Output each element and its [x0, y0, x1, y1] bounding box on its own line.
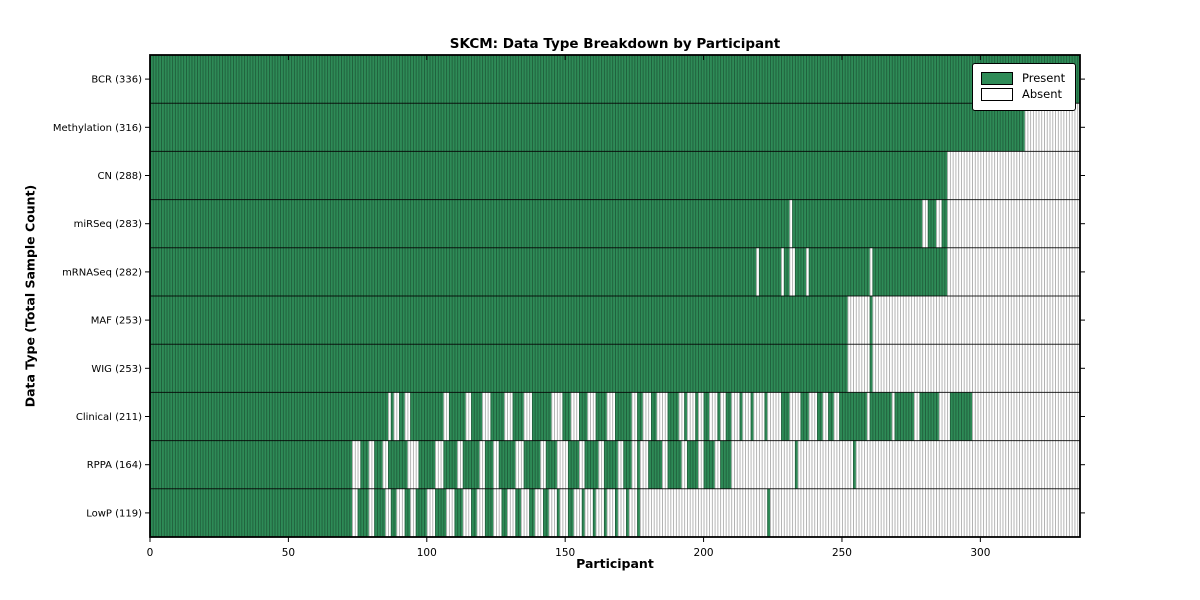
y-tick-label: MAF (253) — [91, 316, 142, 327]
y-tick-label: BCR (336) — [91, 75, 142, 86]
legend-item-present: Present — [981, 72, 1067, 85]
y-tick-label: CN (288) — [97, 171, 142, 182]
legend-absent-label: Absent — [1022, 86, 1063, 101]
legend-present-swatch — [981, 72, 1013, 85]
legend: Present Absent — [972, 63, 1076, 111]
plot-border — [149, 54, 1081, 538]
x-tick-label: 250 — [832, 547, 852, 559]
y-tick-label: RPPA (164) — [87, 460, 142, 471]
x-tick-label: 200 — [694, 547, 714, 559]
x-tick-label: 0 — [147, 547, 154, 559]
y-tick-label: Methylation (316) — [53, 123, 142, 134]
y-tick-label: LowP (119) — [86, 508, 142, 519]
x-tick-label: 300 — [970, 547, 990, 559]
legend-absent-swatch — [981, 88, 1013, 101]
y-tick-label: miRSeq (283) — [74, 219, 142, 230]
y-tick-label: mRNASeq (282) — [62, 267, 142, 278]
chart-title: SKCM: Data Type Breakdown by Participant — [449, 36, 781, 52]
x-tick-label: 100 — [417, 547, 437, 559]
y-tick-label: WIG (253) — [91, 364, 142, 375]
x-axis-label: Participant — [576, 556, 654, 571]
x-tick-label: 50 — [282, 547, 295, 559]
x-tick-label: 150 — [555, 547, 575, 559]
y-tick-label: Clinical (211) — [76, 412, 142, 423]
legend-present-label: Present — [1022, 70, 1066, 85]
legend-item-absent: Absent — [981, 88, 1067, 101]
